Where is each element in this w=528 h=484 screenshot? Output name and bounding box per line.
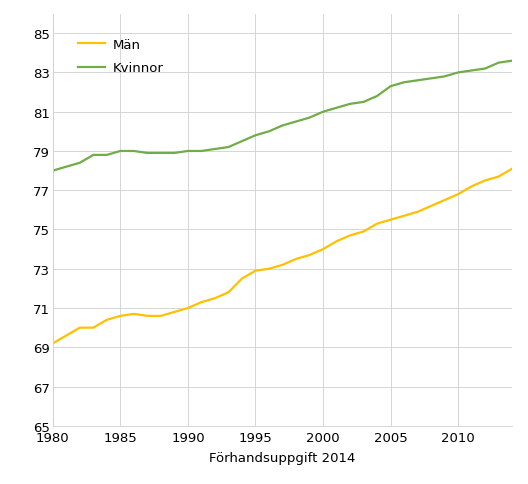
Män [103,317,110,323]
Män [171,309,177,315]
Män [212,296,218,302]
Män [63,333,70,339]
Män [225,290,232,296]
Män [468,184,475,190]
Kvinnor [266,129,272,135]
Kvinnor [509,59,515,64]
Män [361,229,367,235]
Kvinnor [63,165,70,170]
Män [441,198,448,204]
Män [428,204,434,210]
Män [77,325,83,331]
Kvinnor [144,151,150,156]
Kvinnor [401,80,407,86]
Kvinnor [171,151,177,156]
Kvinnor [441,75,448,80]
Kvinnor [414,78,421,84]
Kvinnor [90,152,97,158]
Män [401,213,407,219]
Män [131,311,137,317]
Kvinnor [482,66,488,72]
Män [306,253,313,258]
Män [320,247,326,253]
Kvinnor [293,120,299,125]
Legend: Män, Kvinnor: Män, Kvinnor [73,33,169,80]
Kvinnor [320,109,326,115]
Män [482,178,488,184]
Män [185,305,191,311]
Kvinnor [239,139,245,145]
Kvinnor [50,168,56,174]
Kvinnor [361,100,367,106]
Män [347,233,353,239]
Män [495,174,502,180]
Kvinnor [279,123,286,129]
Män [90,325,97,331]
Män [198,300,204,305]
Kvinnor [103,152,110,158]
Kvinnor [252,133,259,139]
Kvinnor [77,161,83,166]
Män [374,221,380,227]
Kvinnor [388,84,394,90]
Kvinnor [428,76,434,82]
Män [117,313,124,319]
Kvinnor [131,149,137,154]
Kvinnor [198,149,204,154]
Kvinnor [306,116,313,121]
Män [239,276,245,282]
Män [414,210,421,215]
X-axis label: Förhandsuppgift 2014: Förhandsuppgift 2014 [209,452,356,464]
Line: Kvinnor: Kvinnor [53,61,512,171]
Kvinnor [455,70,461,76]
Line: Män: Män [53,169,512,344]
Män [252,268,259,274]
Kvinnor [185,149,191,154]
Män [144,313,150,319]
Kvinnor [212,147,218,152]
Män [158,313,164,319]
Kvinnor [468,68,475,74]
Män [266,266,272,272]
Män [455,192,461,197]
Män [293,257,299,262]
Män [388,217,394,223]
Kvinnor [374,94,380,100]
Kvinnor [158,151,164,156]
Kvinnor [225,145,232,151]
Kvinnor [347,102,353,107]
Män [279,262,286,268]
Kvinnor [117,149,124,154]
Män [509,166,515,172]
Män [50,341,56,347]
Kvinnor [333,106,340,111]
Män [333,239,340,245]
Kvinnor [495,60,502,66]
